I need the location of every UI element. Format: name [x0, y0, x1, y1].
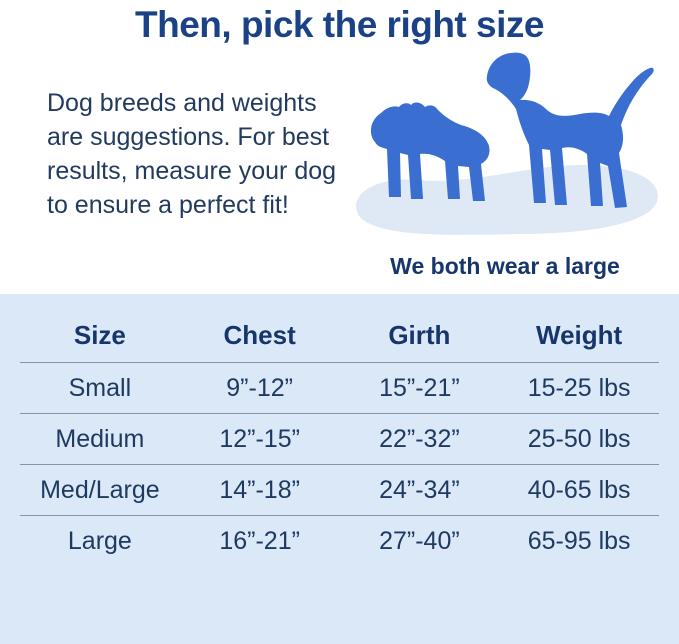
- cell-girth: 27”-40”: [379, 526, 460, 555]
- cell-size: Med/Large: [40, 475, 160, 504]
- large-dog-silhouette: [486, 52, 654, 208]
- table-row: Small 9”-12” 15”-21” 15-25 lbs: [20, 362, 659, 413]
- cell-weight: 65-95 lbs: [527, 526, 631, 555]
- intro-line: to ensure a perfect fit!: [47, 191, 289, 219]
- cell-chest: 14”-18”: [219, 475, 300, 504]
- intro-line: are suggestions. For best: [47, 123, 330, 151]
- intro-line: Dog breeds and weights: [47, 89, 317, 117]
- size-panel: Size Chest Girth Weight Small 9”-12” 15”…: [0, 294, 679, 644]
- table-header-row: Size Chest Girth Weight: [20, 308, 659, 362]
- background-blob: [356, 164, 658, 235]
- dogs-illustration-svg: [356, 52, 658, 235]
- cell-girth: 22”-32”: [379, 424, 460, 453]
- table-row: Med/Large 14”-18” 24”-34” 40-65 lbs: [20, 464, 659, 515]
- page-title: Then, pick the right size: [135, 4, 544, 45]
- column-header-size: Size: [73, 319, 126, 350]
- column-header-chest: Chest: [223, 319, 296, 350]
- cell-size: Small: [68, 373, 132, 402]
- intro-text: Dog breeds and weights are suggestions. …: [47, 86, 336, 222]
- dogs-illustration: We both wear a large: [338, 50, 672, 280]
- column-header-weight: Weight: [536, 319, 623, 350]
- cell-size: Large: [67, 526, 132, 555]
- bulldog-silhouette: [370, 102, 490, 201]
- cell-size: Medium: [55, 424, 145, 453]
- table-row: Medium 12”-15” 22”-32” 25-50 lbs: [20, 413, 659, 464]
- cell-weight: 40-65 lbs: [527, 475, 631, 504]
- column-header-girth: Girth: [388, 319, 451, 350]
- intro-line: results, measure your dog: [47, 157, 337, 185]
- cell-chest: 12”-15”: [219, 424, 300, 453]
- cell-weight: 15-25 lbs: [527, 373, 631, 402]
- cell-chest: 9”-12”: [226, 373, 293, 402]
- illustration-caption: We both wear a large: [390, 253, 620, 279]
- cell-weight: 25-50 lbs: [527, 424, 631, 453]
- table-row: Large 16”-21” 27”-40” 65-95 lbs: [20, 515, 659, 566]
- size-table: Size Chest Girth Weight Small 9”-12” 15”…: [20, 308, 659, 566]
- cell-girth: 24”-34”: [379, 475, 460, 504]
- cell-chest: 16”-21”: [219, 526, 300, 555]
- cell-girth: 15”-21”: [379, 373, 460, 402]
